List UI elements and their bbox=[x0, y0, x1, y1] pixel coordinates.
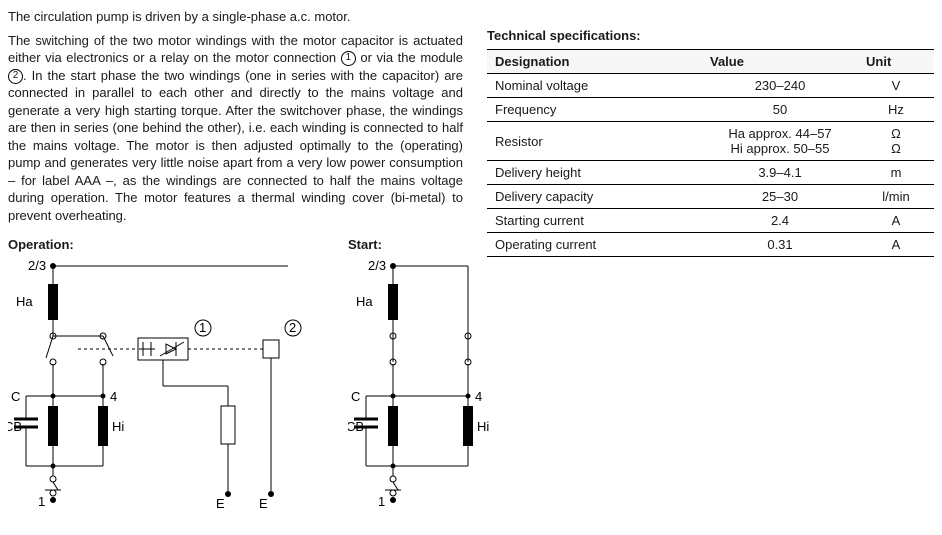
label-4-s: 4 bbox=[475, 389, 482, 404]
ref-circle-2: 2 bbox=[8, 69, 23, 84]
label-1-s: 1 bbox=[378, 494, 385, 509]
label-e2: E bbox=[259, 496, 268, 511]
cell-value: 25–30 bbox=[702, 185, 858, 209]
label-ha-s: Ha bbox=[356, 294, 373, 309]
label-c: C bbox=[11, 389, 20, 404]
intro-para-2: The switching of the two motor windings … bbox=[8, 32, 463, 225]
cell-value: 230–240 bbox=[702, 74, 858, 98]
th-value: Value bbox=[702, 50, 858, 74]
label-hi: Hi bbox=[112, 419, 124, 434]
table-row: Frequency50Hz bbox=[487, 98, 934, 122]
cell-unit: Hz bbox=[858, 98, 934, 122]
cell-designation: Frequency bbox=[487, 98, 702, 122]
cell-value: 0.31 bbox=[702, 233, 858, 257]
cell-designation: Delivery capacity bbox=[487, 185, 702, 209]
label-4: 4 bbox=[110, 389, 117, 404]
th-unit: Unit bbox=[858, 50, 934, 74]
cell-unit: l/min bbox=[858, 185, 934, 209]
ref-2: 2 bbox=[289, 320, 296, 335]
label-c-s: C bbox=[351, 389, 360, 404]
label-cb-s: CB bbox=[348, 419, 364, 434]
label-2-3: 2/3 bbox=[28, 258, 46, 273]
specs-heading: Technical specifications: bbox=[487, 28, 934, 43]
table-row: ResistorHa approx. 44–57 Hi approx. 50–5… bbox=[487, 122, 934, 161]
label-hi-s: Hi bbox=[477, 419, 489, 434]
cell-unit: A bbox=[858, 233, 934, 257]
start-heading: Start: bbox=[348, 237, 498, 252]
cell-unit: m bbox=[858, 161, 934, 185]
cell-unit: A bbox=[858, 209, 934, 233]
start-diagram: Start: 2/3 Ha bbox=[348, 231, 498, 511]
cell-value: 2.4 bbox=[702, 209, 858, 233]
table-row: Delivery capacity25–30l/min bbox=[487, 185, 934, 209]
table-row: Starting current2.4A bbox=[487, 209, 934, 233]
cell-value: Ha approx. 44–57 Hi approx. 50–55 bbox=[702, 122, 858, 161]
para2-c: . In the start phase the two windings (o… bbox=[8, 68, 463, 223]
cell-designation: Resistor bbox=[487, 122, 702, 161]
specs-table: Designation Value Unit Nominal voltage23… bbox=[487, 49, 934, 257]
label-1: 1 bbox=[38, 494, 45, 509]
cell-designation: Delivery height bbox=[487, 161, 702, 185]
cell-designation: Starting current bbox=[487, 209, 702, 233]
operation-diagram: Operation: 2/3 Ha bbox=[8, 231, 308, 511]
label-e1: E bbox=[216, 496, 225, 511]
cell-value: 3.9–4.1 bbox=[702, 161, 858, 185]
operation-heading: Operation: bbox=[8, 237, 308, 252]
cell-unit: V bbox=[858, 74, 934, 98]
para2-b: or via the module bbox=[356, 50, 463, 65]
label-cb: CB bbox=[8, 419, 22, 434]
label-2-3-s: 2/3 bbox=[368, 258, 386, 273]
th-designation: Designation bbox=[487, 50, 702, 74]
cell-designation: Nominal voltage bbox=[487, 74, 702, 98]
table-row: Operating current0.31A bbox=[487, 233, 934, 257]
table-row: Delivery height3.9–4.1m bbox=[487, 161, 934, 185]
table-row: Nominal voltage230–240V bbox=[487, 74, 934, 98]
ref-circle-1: 1 bbox=[341, 51, 356, 66]
cell-designation: Operating current bbox=[487, 233, 702, 257]
table-header-row: Designation Value Unit bbox=[487, 50, 934, 74]
cell-unit: Ω Ω bbox=[858, 122, 934, 161]
cell-value: 50 bbox=[702, 98, 858, 122]
ref-1: 1 bbox=[199, 320, 206, 335]
intro-para-1: The circulation pump is driven by a sing… bbox=[8, 8, 463, 26]
label-ha: Ha bbox=[16, 294, 33, 309]
